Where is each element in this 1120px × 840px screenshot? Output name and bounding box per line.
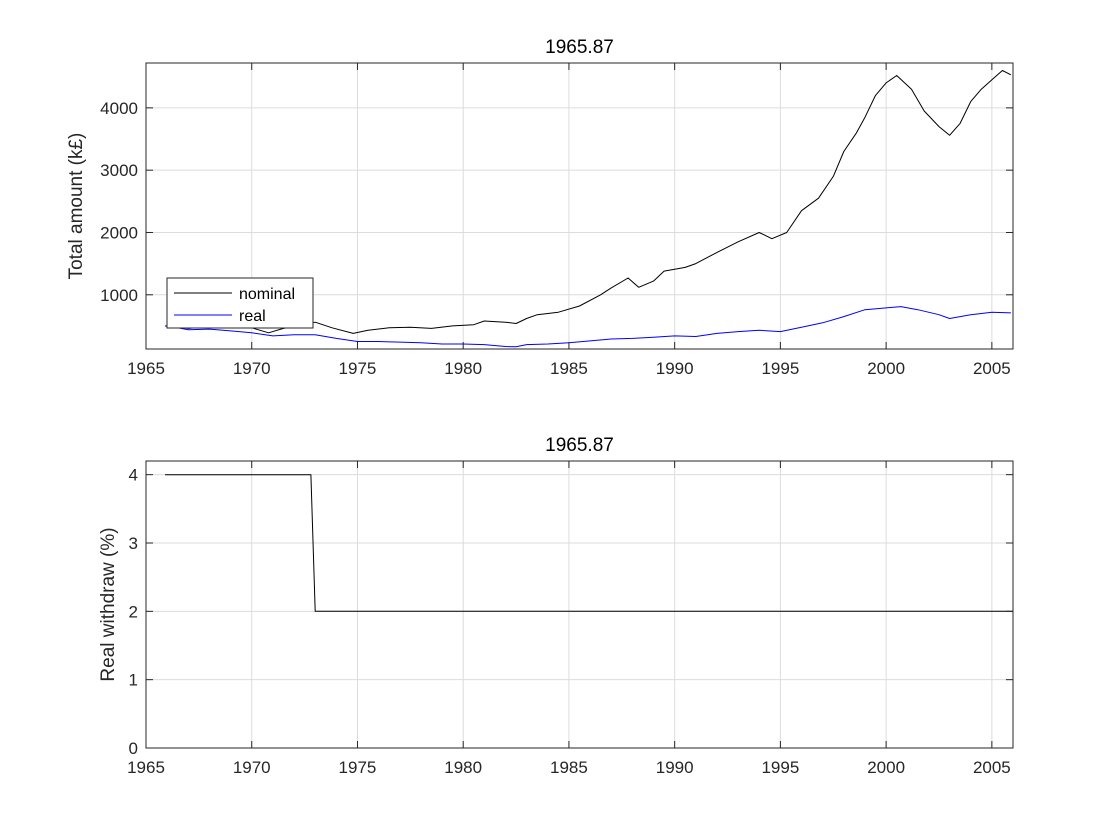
bottom-y-tick-label: 0: [129, 739, 138, 758]
bottom-x-tick-label: 2005: [973, 758, 1011, 777]
legend-label-real: real: [239, 308, 266, 325]
top-chart: 1965 1970 1975 1980 1985 1990 1995 2000 2005 1000…: [66, 37, 1014, 378]
top-y-tick-label: 1000: [100, 286, 138, 305]
bottom-chart: 1965 1970 1975 1980 1985 1990 1995 2000 2005 0 1 2 3…: [98, 435, 1014, 777]
top-ticks: 1965 1970 1975 1980 1985 1990 1995 2000 2005 1000…: [100, 63, 1013, 378]
bottom-x-tick-label: 1970: [233, 758, 271, 777]
top-series-layer: [164, 70, 1012, 348]
bottom-x-tick-label: 1980: [444, 758, 482, 777]
top-y-tick-label: 4000: [100, 99, 138, 118]
top-x-tick-label: 2005: [973, 359, 1011, 378]
bottom-x-tick-label: 1965: [127, 758, 165, 777]
top-series-line-real: [164, 306, 1011, 348]
bottom-y-tick-label: 4: [129, 466, 138, 485]
top-x-tick-label: 1965: [127, 359, 165, 378]
top-x-tick-label: 1990: [656, 359, 694, 378]
top-plot-frame: [145, 62, 1014, 350]
bottom-x-tick-label: 1995: [761, 758, 799, 777]
bottom-y-tick-label: 2: [129, 602, 138, 621]
top-series-line-nominal: [164, 70, 1012, 334]
top-x-tick-label: 1975: [339, 359, 377, 378]
bottom-x-tick-label: 1990: [656, 758, 694, 777]
bottom-ticks: 1965 1970 1975 1980 1985 1990 1995 2000 2005 0 1 2 3…: [127, 461, 1013, 777]
top-x-tick-label: 1970: [233, 359, 271, 378]
bottom-series-layer: [165, 474, 1013, 612]
top-y-tick-label: 2000: [100, 223, 138, 242]
top-y-axis-label: Total amount (k£): [66, 133, 87, 280]
legend-label-nominal: nominal: [239, 286, 295, 303]
top-grid: [145, 63, 1013, 349]
bottom-y-tick-label: 1: [129, 671, 138, 690]
bottom-x-tick-label: 1975: [339, 758, 377, 777]
bottom-series-line-series-0: [165, 474, 1013, 612]
bottom-y-axis-label: Real withdraw (%): [98, 527, 119, 681]
top-x-tick-label: 2000: [867, 359, 905, 378]
bottom-plot-area: [146, 461, 1013, 748]
bottom-x-tick-label: 1985: [550, 758, 588, 777]
bottom-y-tick-label: 3: [129, 534, 138, 553]
bottom-chart-title: 1965.87: [545, 435, 614, 456]
bottom-x-tick-label: 2000: [867, 758, 905, 777]
top-chart-title: 1965.87: [545, 37, 614, 58]
legend: nominal real: [166, 277, 314, 329]
top-y-tick-label: 3000: [100, 161, 138, 180]
top-x-tick-label: 1980: [444, 359, 482, 378]
top-x-tick-label: 1995: [761, 359, 799, 378]
bottom-plot-frame: [145, 460, 1014, 749]
legend-box: [166, 277, 314, 329]
top-x-tick-label: 1985: [550, 359, 588, 378]
